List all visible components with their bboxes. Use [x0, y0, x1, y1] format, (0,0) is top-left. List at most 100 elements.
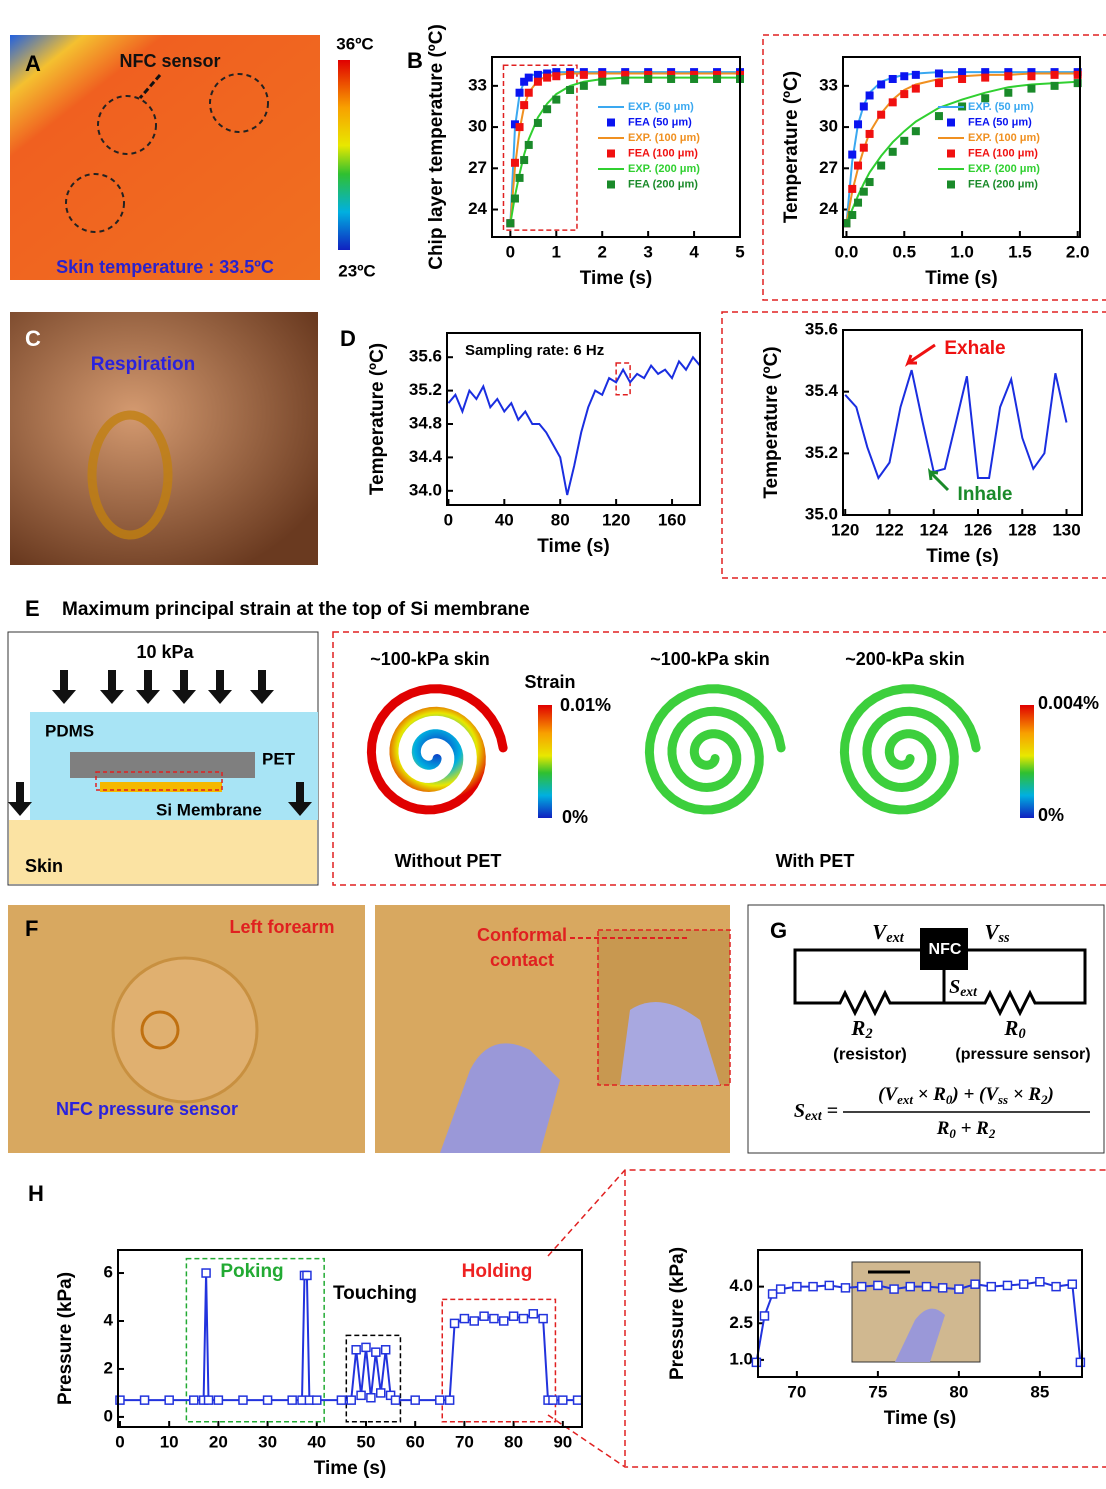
y-tick-label: 30 — [819, 117, 838, 136]
data-marker — [900, 72, 908, 80]
data-marker — [769, 1290, 777, 1298]
data-marker — [912, 127, 920, 135]
x-tick-label: 0.0 — [835, 242, 859, 261]
strain-spiral — [371, 689, 503, 810]
data-marker — [520, 156, 528, 164]
x-tick-label: 40 — [307, 1432, 326, 1451]
x-axis-title: Time (s) — [925, 268, 998, 289]
y-tick-label: 1.0 — [729, 1349, 753, 1368]
colorbar-max: 36ºC — [336, 34, 373, 53]
sensor-label: NFC pressure sensor — [56, 1099, 238, 1119]
data-marker — [848, 185, 856, 193]
y-tick-label: 35.6 — [409, 347, 442, 366]
layer-label: PET — [262, 749, 296, 768]
data-marker — [889, 148, 897, 156]
x-tick-label: 3 — [643, 242, 652, 261]
colorbar-title: Strain — [524, 672, 575, 692]
x-tick-label: 1 — [552, 242, 561, 261]
annotation: Inhale — [958, 484, 1013, 505]
data-marker — [436, 1396, 444, 1404]
annotation: Holding — [462, 1261, 533, 1282]
y-axis-title: Pressure (kPa) — [55, 1272, 76, 1405]
chip-label: NFC — [929, 941, 962, 958]
legend-swatch — [947, 181, 955, 189]
annotation: Exhale — [944, 338, 1005, 359]
annotation: Touching — [333, 1283, 417, 1304]
data-marker — [860, 102, 868, 110]
legend-swatch — [947, 150, 955, 158]
data-marker — [141, 1396, 149, 1404]
data-marker — [854, 199, 862, 207]
data-marker — [313, 1396, 321, 1404]
x-tick-label: 80 — [949, 1382, 968, 1401]
panel-label: H — [28, 1181, 44, 1206]
series-line — [448, 357, 700, 495]
layer-label: Si Membrane — [156, 800, 262, 819]
x-tick-label: 60 — [406, 1432, 425, 1451]
subscript: ext — [805, 1108, 823, 1123]
panel-label: G — [770, 918, 787, 943]
data-marker — [460, 1315, 468, 1323]
zoom-lines — [548, 1170, 1106, 1467]
thermal-image — [10, 35, 320, 280]
data-marker — [559, 1396, 567, 1404]
data-marker — [912, 85, 920, 93]
data-marker — [889, 98, 897, 106]
data-marker — [347, 1396, 355, 1404]
subscript: 0 — [1018, 1026, 1025, 1042]
legend-label: FEA (50 μm) — [628, 116, 692, 128]
x-tick-label: 124 — [920, 520, 949, 539]
symbol: (V — [878, 1084, 898, 1105]
data-marker — [337, 1396, 345, 1404]
x-tick-label: 80 — [504, 1432, 523, 1451]
location-label: Left forearm — [229, 917, 334, 937]
symbol: = — [822, 1100, 838, 1122]
annotation: Poking — [220, 1261, 283, 1282]
data-marker — [860, 144, 868, 152]
y-axis-title: Chip layer temperature (ºC) — [426, 24, 447, 270]
data-marker — [713, 75, 721, 83]
x-tick-label: 80 — [551, 510, 570, 529]
y-axis-title: Temperature (ºC) — [367, 343, 388, 495]
y-tick-label: 35.2 — [409, 380, 442, 399]
y-tick-label: 33 — [468, 75, 487, 94]
legend-label: FEA (200 μm) — [628, 178, 698, 190]
page: A NFC sensor Skin temperature : 33.5ºC 3… — [0, 0, 1106, 1489]
y-tick-label: 35.2 — [805, 443, 838, 462]
x-tick-label: 75 — [868, 1382, 887, 1401]
data-marker — [667, 75, 675, 83]
subscript: ss — [997, 1092, 1008, 1107]
colorbar-max: 0.01% — [560, 695, 611, 715]
y-tick-label: 0 — [104, 1406, 113, 1425]
colorbar-min: 0% — [562, 807, 588, 827]
data-marker — [190, 1396, 198, 1404]
data-marker — [516, 174, 524, 182]
data-marker — [543, 105, 551, 113]
data-marker — [900, 137, 908, 145]
panel-label: D — [340, 326, 356, 351]
colorbar — [338, 60, 350, 250]
data-marker — [534, 119, 542, 127]
y-axis-title: Temperature (ºC) — [781, 71, 802, 223]
data-marker — [935, 112, 943, 120]
data-marker — [848, 211, 856, 219]
y-tick-label: 4.0 — [729, 1276, 753, 1295]
data-marker — [971, 1280, 979, 1288]
formula-text: R0 + R2 — [936, 1118, 996, 1141]
data-marker — [580, 71, 588, 79]
x-tick-label: 128 — [1008, 520, 1036, 539]
data-marker — [552, 72, 560, 80]
x-axis-title: Time (s) — [884, 1408, 957, 1429]
data-marker — [955, 1285, 963, 1293]
data-marker — [549, 1396, 557, 1404]
x-tick-label: 0.5 — [892, 242, 916, 261]
strain-spiral — [649, 689, 781, 810]
symbol: ) — [1046, 1084, 1054, 1105]
data-marker — [367, 1394, 375, 1402]
data-marker — [446, 1396, 454, 1404]
data-marker — [539, 1315, 547, 1323]
y-tick-label: 24 — [819, 199, 838, 218]
series-line — [510, 72, 740, 223]
data-marker — [621, 76, 629, 84]
symbol: R — [850, 1016, 865, 1040]
